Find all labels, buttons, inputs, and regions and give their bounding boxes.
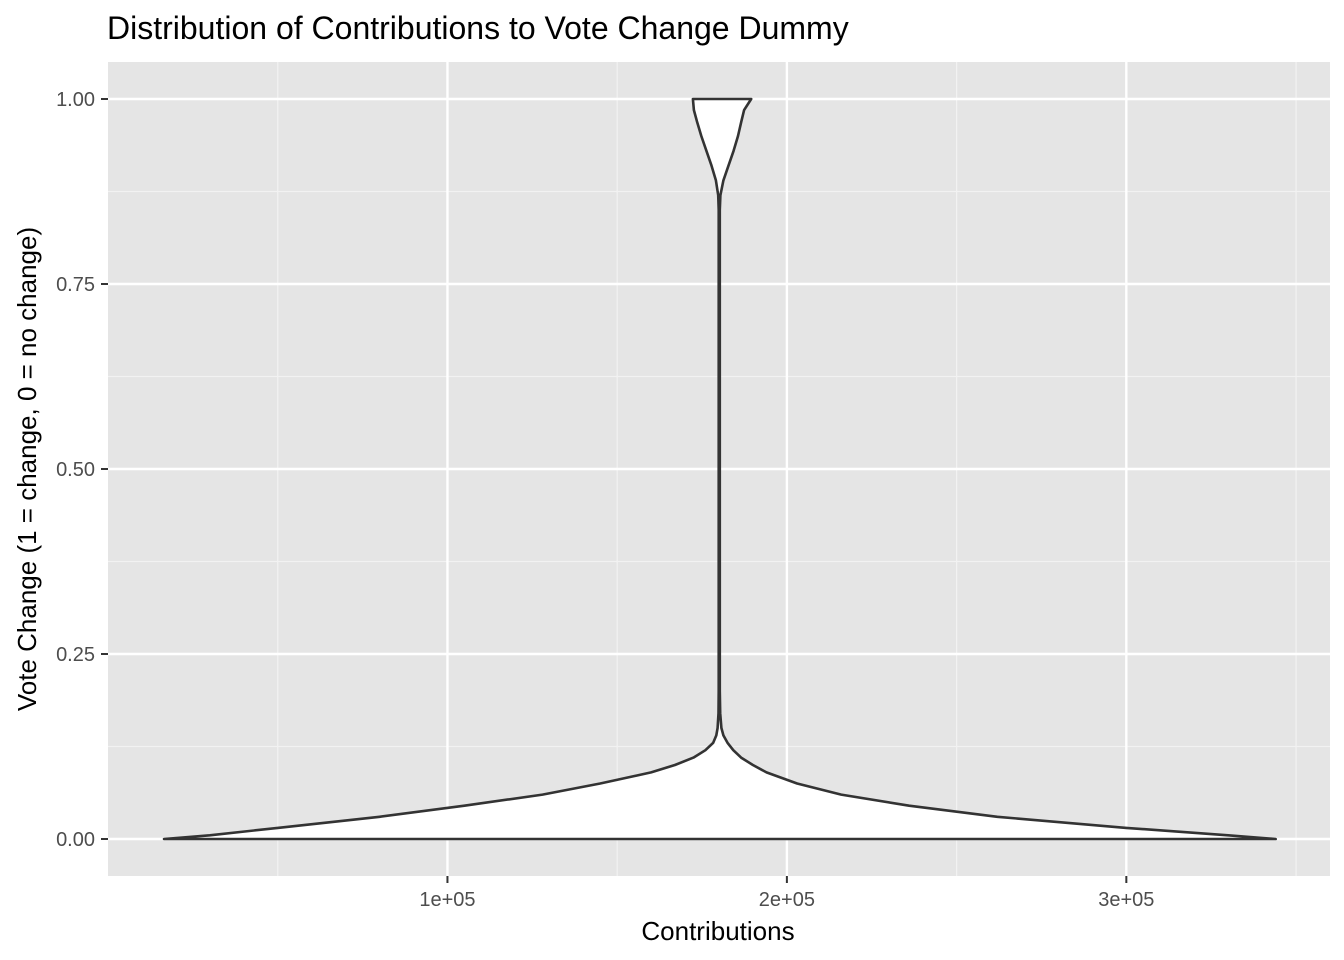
y-axis: 0.00 0.25 0.50 0.75 1.00 [56,89,108,851]
y-tick-label: 0.75 [56,274,95,296]
x-tick-label: 3e+05 [1098,889,1154,911]
x-axis-title: Contributions [641,916,794,946]
x-tick-label: 1e+05 [419,889,475,911]
chart-title: Distribution of Contributions to Vote Ch… [107,10,849,46]
y-axis-title: Vote Change (1 = change, 0 = no change) [12,227,42,711]
x-axis: 1e+05 2e+05 3e+05 [419,876,1154,911]
y-tick-label: 0.00 [56,829,95,851]
x-tick-label: 2e+05 [759,889,815,911]
violin-shape [162,97,1277,841]
y-tick-label: 0.50 [56,459,95,481]
y-tick-label: 1.00 [56,89,95,111]
violin-layer [162,97,1277,841]
y-tick-label: 0.25 [56,644,95,666]
